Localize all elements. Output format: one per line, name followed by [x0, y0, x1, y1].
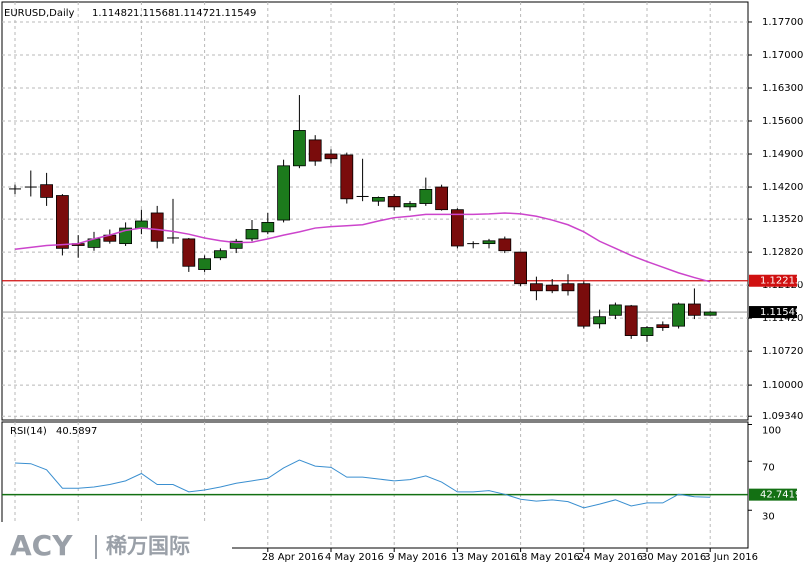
ohlc-low: 1.11472: [174, 8, 215, 19]
candle-body: [150, 212, 164, 242]
candle-body: [656, 324, 670, 328]
rsi-label: RSI(14): [10, 426, 47, 437]
rsi-line: [14, 459, 711, 509]
watermark-box: [0, 522, 232, 571]
candle-body: [640, 327, 654, 336]
ohlc-high: 1.11568: [133, 8, 174, 19]
rsi-level-tag-box: [749, 488, 797, 501]
candle-body: [624, 305, 638, 336]
candle-body: [292, 130, 306, 167]
candle-body: [419, 188, 433, 204]
ohlc-close: 1.11549: [215, 8, 256, 19]
candle-body: [593, 316, 606, 325]
candle-body: [371, 197, 385, 202]
x-tick-label: 30 May 2016: [641, 552, 706, 563]
price-panel: [1, 1, 749, 421]
candle-body: [229, 240, 243, 249]
candle-body: [198, 258, 212, 270]
symbol: EURUSD,Daily: [4, 8, 75, 19]
y-tick-label: 1.15600: [762, 116, 803, 127]
candle-body: [498, 238, 512, 252]
rsi-panel: [1, 421, 749, 549]
x-tick-label: 3 Jun 2016: [704, 552, 758, 563]
rsi-tick-label: 70: [762, 462, 775, 473]
rsi-tick-label: 100: [762, 426, 781, 437]
moving-average: [14, 212, 711, 283]
x-tick-label: 18 May 2016: [515, 552, 580, 563]
ohlc-open: 1.11482: [92, 8, 133, 19]
y-tick-label: 1.11420: [762, 313, 803, 324]
candle-body: [182, 238, 196, 267]
plot-layer: 1.17700 1.17000 1.16300 1.15600 1.14900 1.142…: [2, 2, 803, 563]
candle-body: [213, 250, 227, 259]
candle-body: [308, 139, 322, 162]
candle-body: [261, 222, 275, 233]
x-tick-label: 28 Apr 2016: [262, 552, 324, 563]
candle-body: [609, 304, 622, 316]
current-price-tag: 1.11549: [760, 307, 801, 318]
rsi-value: 40.5897: [56, 426, 97, 437]
candle-body: [245, 229, 259, 240]
x-tick-label: 9 May 2016: [388, 552, 447, 563]
x-tick-label: 4 May 2016: [325, 552, 384, 563]
y-tick-label: 1.12820: [762, 247, 803, 258]
x-tick-label: 13 May 2016: [451, 552, 516, 563]
y-tick-label: 1.16300: [762, 83, 803, 94]
y-tick-label: 1.10720: [762, 346, 803, 357]
candle-body: [450, 209, 464, 247]
x-tick-label: 24 May 2016: [578, 552, 643, 563]
y-tick-label: 1.17700: [762, 17, 803, 28]
candle-body: [403, 203, 417, 208]
candle-body: [324, 153, 338, 160]
candle-body: [672, 303, 685, 327]
y-tick-label: 1.17000: [762, 50, 803, 61]
y-tick-label: 1.14900: [762, 149, 803, 160]
candle-body: [56, 195, 69, 249]
candle-body: [482, 240, 496, 245]
candle-body: [545, 284, 559, 292]
candle-body: [703, 311, 717, 316]
candle-body: [530, 283, 543, 292]
watermark-brand: ACY: [10, 529, 73, 562]
price-level-tag-box: [749, 274, 797, 287]
candle-body: [340, 154, 354, 200]
candle-body: [514, 251, 527, 285]
candle-body: [561, 283, 575, 292]
rsi-tick-label: 30: [762, 511, 775, 522]
candle-body: [435, 186, 449, 211]
rsi-level-tag: 42.7419: [760, 490, 801, 501]
candle-body: [577, 283, 591, 327]
current-price-tag-box: [749, 306, 797, 319]
y-tick-label: 1.14200: [762, 182, 803, 193]
price-level-tag: 1.12213: [760, 276, 801, 287]
watermark-name: 稀万国际: [106, 534, 190, 558]
candle-body: [40, 184, 53, 198]
candle-body: [387, 196, 401, 208]
y-tick-label: 1.13520: [762, 214, 803, 225]
y-tick-label: 1.10000: [762, 380, 803, 391]
y-tick-label: 1.09340: [762, 411, 803, 422]
candle-body: [688, 303, 701, 316]
candle-body: [277, 165, 291, 221]
